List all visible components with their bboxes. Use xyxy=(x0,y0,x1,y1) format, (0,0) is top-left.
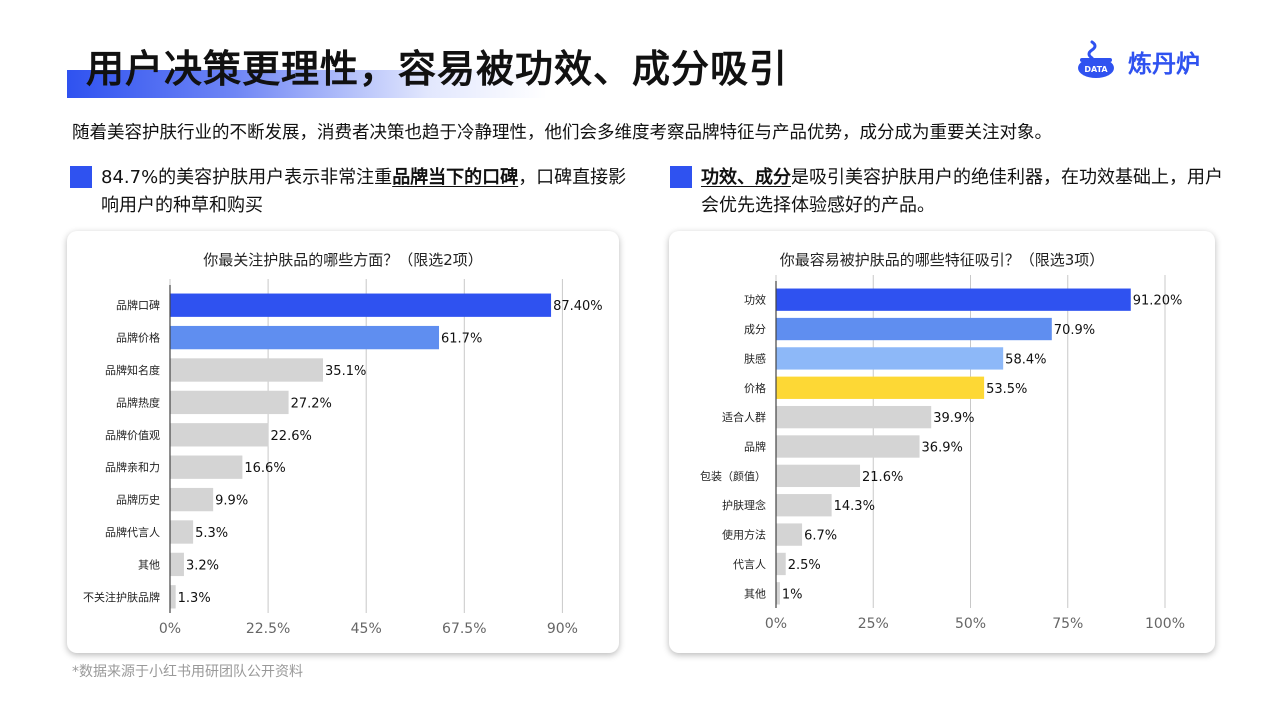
chart-title: 你最容易被护肤品的哪些特征吸引？（限选3项） xyxy=(779,251,1105,269)
key-point-left: 84.7%的美容护肤用户表示非常注重品牌当下的口碑，口碑直接影响用户的种草和购买 xyxy=(70,164,630,224)
value-label: 27.2% xyxy=(291,396,332,411)
bar-chart-brand-focus: 0% 22.5% 45% 67.5% 90% 品牌口碑 87.40% 品牌价格 61.7% 品牌知… xyxy=(83,279,603,637)
bar xyxy=(776,582,780,605)
bar xyxy=(170,423,269,447)
title-highlight-bar xyxy=(67,70,547,98)
bar xyxy=(170,487,214,512)
bar xyxy=(170,390,289,415)
value-label: 61.7% xyxy=(441,332,482,347)
value-label: 39.9% xyxy=(933,411,974,426)
bar xyxy=(776,494,832,517)
value-label: 58.4% xyxy=(1005,352,1046,367)
value-label: 21.6% xyxy=(862,470,903,485)
bar xyxy=(776,405,932,429)
x-tick-label: 25% xyxy=(858,616,889,632)
bar-chart-attraction-features: 0% 25% 50% 75% 100% 功效 91.20% 成分 70.9% 肤感 58.4% 价格 5… xyxy=(700,275,1185,632)
value-label: 70.9% xyxy=(1054,323,1095,338)
category-label: 功效 xyxy=(744,293,766,307)
value-label: 53.5% xyxy=(986,382,1027,397)
category-label: 品牌口碑 xyxy=(116,298,160,312)
key-point-left-prefix: 84.7%的美容护肤用户表示非常注重 xyxy=(101,167,393,188)
category-label: 适合人群 xyxy=(722,410,766,424)
key-point-right: 功效、成分是吸引美容护肤用户的绝佳利器，在功效基础上，用户会优先选择体验感好的产… xyxy=(670,164,1230,224)
category-label: 使用方法 xyxy=(722,528,766,542)
value-label: 3.2% xyxy=(186,558,219,573)
bar xyxy=(170,455,243,479)
bar xyxy=(170,552,184,577)
value-label: 22.6% xyxy=(271,429,312,444)
key-point-left-suffix: ，口碑直接影响用户的种草和购买 xyxy=(101,167,627,216)
x-tick-label: 0% xyxy=(159,621,181,637)
bar xyxy=(776,347,1004,370)
category-label: 代言人 xyxy=(733,558,766,571)
bar xyxy=(776,288,1131,311)
category-label: 品牌 xyxy=(744,440,766,454)
category-label: 包装（颜值） xyxy=(700,470,766,483)
logo-text: 炼丹炉 xyxy=(1128,50,1200,78)
category-label: 其他 xyxy=(138,558,160,571)
page-subtitle: 随着美容护肤行业的不断发展，消费者决策也趋于冷静理性，他们会多维度考察品牌特征与… xyxy=(72,123,1052,143)
value-label: 6.7% xyxy=(804,529,837,544)
data-source-footnote: *数据来源于小红书用研团队公开资料 xyxy=(72,664,303,680)
category-label: 品牌价格 xyxy=(116,331,160,345)
chart-card-brand-focus: 你最关注护肤品的哪些方面？（限选2项） 0% 22.5% 45% 67.5% 90% 品牌… xyxy=(67,231,619,653)
bullet-square-icon xyxy=(70,166,92,188)
category-label: 肤感 xyxy=(744,351,766,365)
bar xyxy=(776,552,786,576)
page-title: 用户决策更理性，容易被功效、成分吸引 xyxy=(86,47,789,91)
value-label: 2.5% xyxy=(788,558,821,573)
value-label: 16.6% xyxy=(244,461,285,476)
value-label: 14.3% xyxy=(834,499,875,514)
x-tick-label: 45% xyxy=(351,621,382,637)
bar xyxy=(170,293,552,317)
chart-title: 你最关注护肤品的哪些方面？（限选2项） xyxy=(203,251,483,269)
bar xyxy=(776,464,861,488)
category-label: 品牌亲和力 xyxy=(105,460,160,474)
x-tick-label: 50% xyxy=(955,616,986,632)
x-tick-label: 22.5% xyxy=(246,621,290,637)
x-tick-label: 0% xyxy=(765,616,787,632)
category-label: 品牌价值观 xyxy=(105,428,160,442)
key-point-left-emphasis: 品牌当下的口碑 xyxy=(392,167,519,188)
x-tick-label: 100% xyxy=(1145,616,1185,632)
bar xyxy=(776,435,920,458)
category-label: 品牌热度 xyxy=(116,395,160,409)
category-label: 护肤理念 xyxy=(722,498,766,512)
bar xyxy=(776,376,985,399)
bar xyxy=(170,358,324,382)
category-label: 品牌代言人 xyxy=(105,525,160,539)
x-tick-label: 75% xyxy=(1052,616,1083,632)
category-label: 其他 xyxy=(744,587,766,600)
bullet-square-icon xyxy=(670,166,692,188)
logo-badge: DATA xyxy=(1084,65,1108,74)
key-point-right-suffix: 是吸引美容护肤用户的绝佳利器，在功效基础上，用户会优先选择体验感好的产品。 xyxy=(701,167,1223,216)
x-tick-label: 90% xyxy=(547,621,578,637)
value-label: 5.3% xyxy=(195,526,228,541)
x-tick-label: 67.5% xyxy=(442,621,486,637)
bar xyxy=(170,585,176,609)
logo-icon: DATA xyxy=(1078,40,1114,78)
bar xyxy=(776,317,1052,341)
bar xyxy=(170,520,194,544)
value-label: 1.3% xyxy=(178,591,211,606)
category-label: 不关注护肤品牌 xyxy=(83,590,160,604)
bar xyxy=(776,523,803,546)
chart-card-attraction-features: 你最容易被护肤品的哪些特征吸引？（限选3项） 0% 25% 50% 75% 100% 功效… xyxy=(669,231,1215,653)
value-label: 35.1% xyxy=(325,364,366,379)
category-label: 品牌历史 xyxy=(116,493,160,507)
bar xyxy=(170,325,440,350)
category-label: 品牌知名度 xyxy=(105,363,160,377)
category-label: 价格 xyxy=(744,381,766,395)
value-label: 36.9% xyxy=(922,441,963,456)
value-label: 91.20% xyxy=(1133,294,1183,309)
value-label: 9.9% xyxy=(215,494,248,509)
value-label: 87.40% xyxy=(553,299,603,314)
key-point-right-emphasis: 功效、成分 xyxy=(701,167,791,188)
category-label: 成分 xyxy=(744,323,766,336)
value-label: 1% xyxy=(782,587,803,602)
